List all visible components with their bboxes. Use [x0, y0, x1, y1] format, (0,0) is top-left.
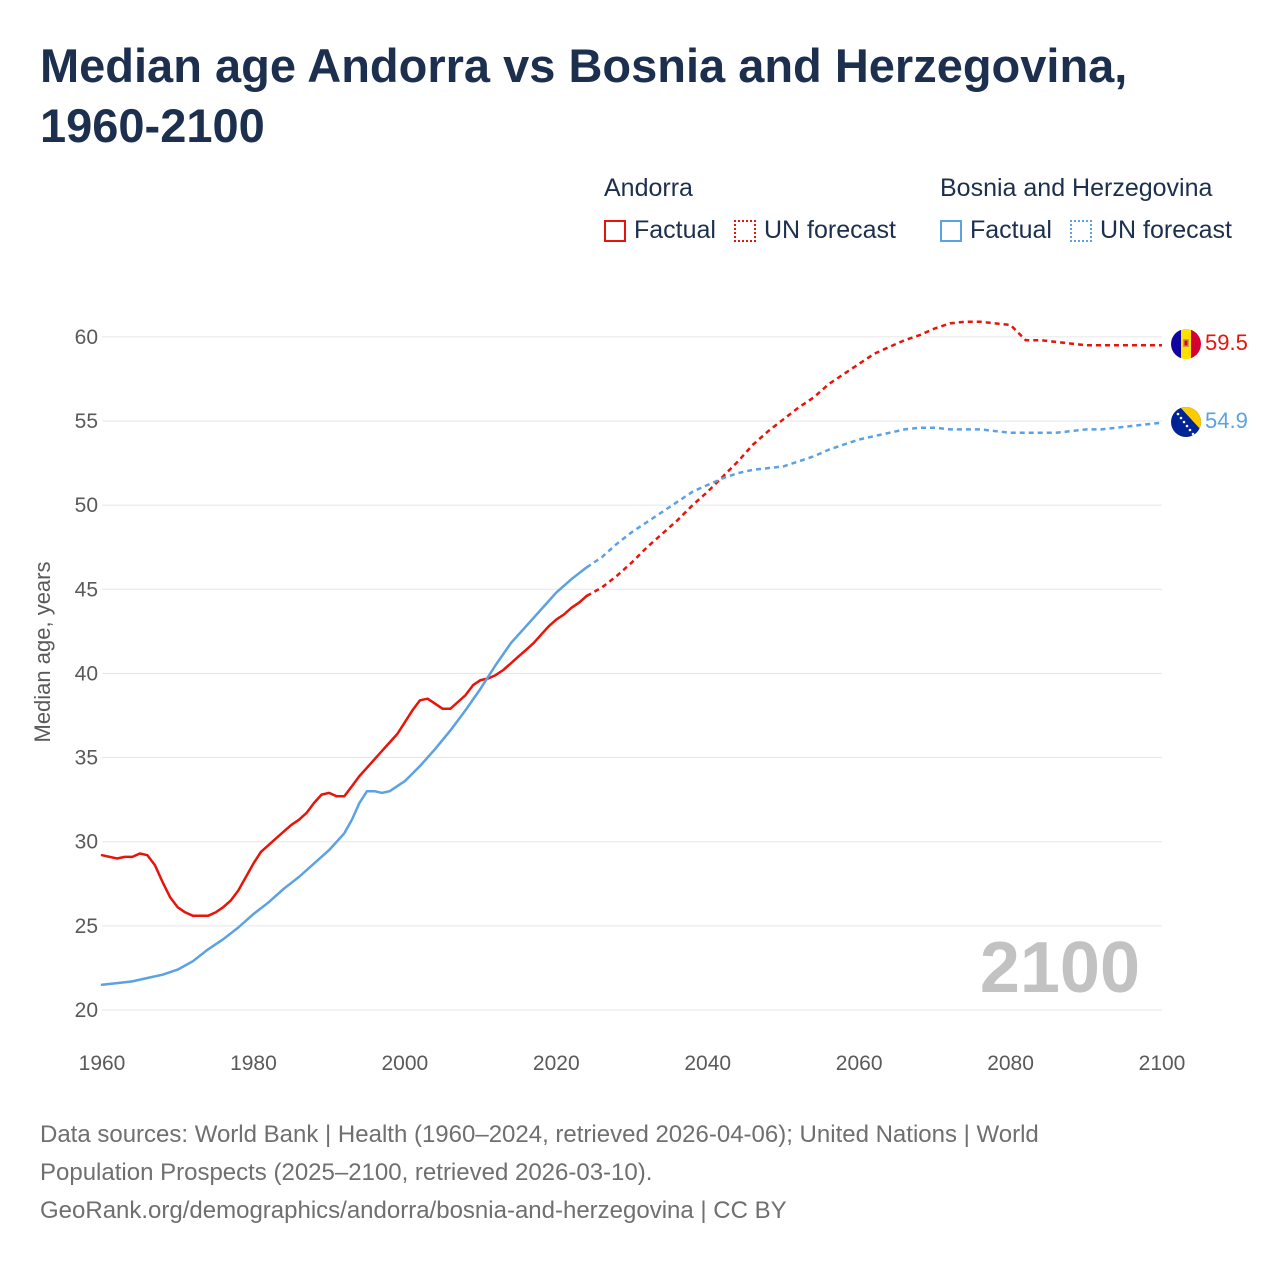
legend-label-andorra-forecast: UN forecast: [763, 216, 896, 244]
x-tick-label-1980: 1980: [230, 1052, 277, 1075]
andorra-flag-icon: [1171, 329, 1201, 359]
x-tick-label-1960: 1960: [79, 1052, 126, 1075]
legend-swatch-andorra-forecast: [733, 219, 756, 242]
y-tick-label-35: 35: [75, 747, 98, 770]
x-tick-label-2040: 2040: [684, 1052, 731, 1075]
legend-label-bosnia-factual: Factual: [970, 216, 1052, 244]
legend-item-andorra-factual[interactable]: Factual: [604, 216, 716, 245]
legend-bosnia: Bosnia and Herzegovina Factual UN foreca…: [940, 174, 1250, 245]
legend-item-andorra-forecast[interactable]: UN forecast: [733, 216, 896, 245]
line-andorra-factual: [100, 594, 588, 918]
y-tick-label-40: 40: [75, 662, 98, 685]
year-watermark: 2100: [980, 928, 1140, 1008]
y-tick-label-50: 50: [75, 494, 98, 517]
x-tick-label-2060: 2060: [836, 1052, 883, 1075]
end-label-andorra: 59.5: [1205, 330, 1248, 355]
y-tick-label-60: 60: [75, 326, 98, 349]
footer-line-3: GeoRank.org/demographics/andorra/bosnia-…: [40, 1197, 787, 1224]
legend-andorra: Andorra Factual UN forecast: [604, 174, 914, 245]
y-tick-label-20: 20: [75, 999, 98, 1022]
y-tick-label-25: 25: [75, 915, 98, 938]
footer-line-2: Population Prospects (2025–2100, retriev…: [40, 1159, 653, 1186]
legend-label-andorra-factual: Factual: [634, 216, 716, 244]
x-tick-label-2080: 2080: [987, 1052, 1034, 1075]
legend-label-bosnia-forecast: UN forecast: [1099, 216, 1232, 244]
footer-line-1: Data sources: World Bank | Health (1960–…: [40, 1121, 1039, 1148]
line-andorra-forecast: [585, 320, 1162, 598]
y-tick-label-45: 45: [75, 578, 98, 601]
legend-swatch-andorra-factual: [604, 219, 626, 242]
legend-swatch-bosnia-factual: [940, 219, 962, 242]
y-tick-label-55: 55: [75, 410, 98, 433]
chart-title: Median age Andorra vs Bosnia and Herzego…: [40, 39, 1128, 152]
y-tick-label-30: 30: [75, 831, 98, 854]
x-tick-label-2000: 2000: [381, 1052, 428, 1075]
line-chart: 20 25 30 35 40 45 50 55 60 1960 1980 2000 2020 2040 20…: [30, 320, 1248, 1075]
legend-heading-andorra: Andorra: [604, 174, 693, 202]
end-label-bosnia: 54.9: [1205, 408, 1248, 433]
legend-heading-bosnia: Bosnia and Herzegovina: [940, 174, 1213, 202]
footer-source: Data sources: World Bank | Health (1960–…: [40, 1116, 1240, 1230]
legend-item-bosnia-factual[interactable]: Factual: [940, 216, 1052, 245]
line-bosnia-factual: [100, 566, 588, 987]
x-tick-label-2100: 2100: [1139, 1052, 1186, 1075]
line-bosnia-forecast: [585, 421, 1163, 569]
bosnia-flag-icon: [1171, 407, 1201, 437]
legend-swatch-bosnia-forecast: [1069, 219, 1092, 242]
x-tick-label-2020: 2020: [533, 1052, 580, 1075]
y-axis-label: Median age, years: [30, 562, 55, 743]
legend-item-bosnia-forecast[interactable]: UN forecast: [1069, 216, 1232, 245]
